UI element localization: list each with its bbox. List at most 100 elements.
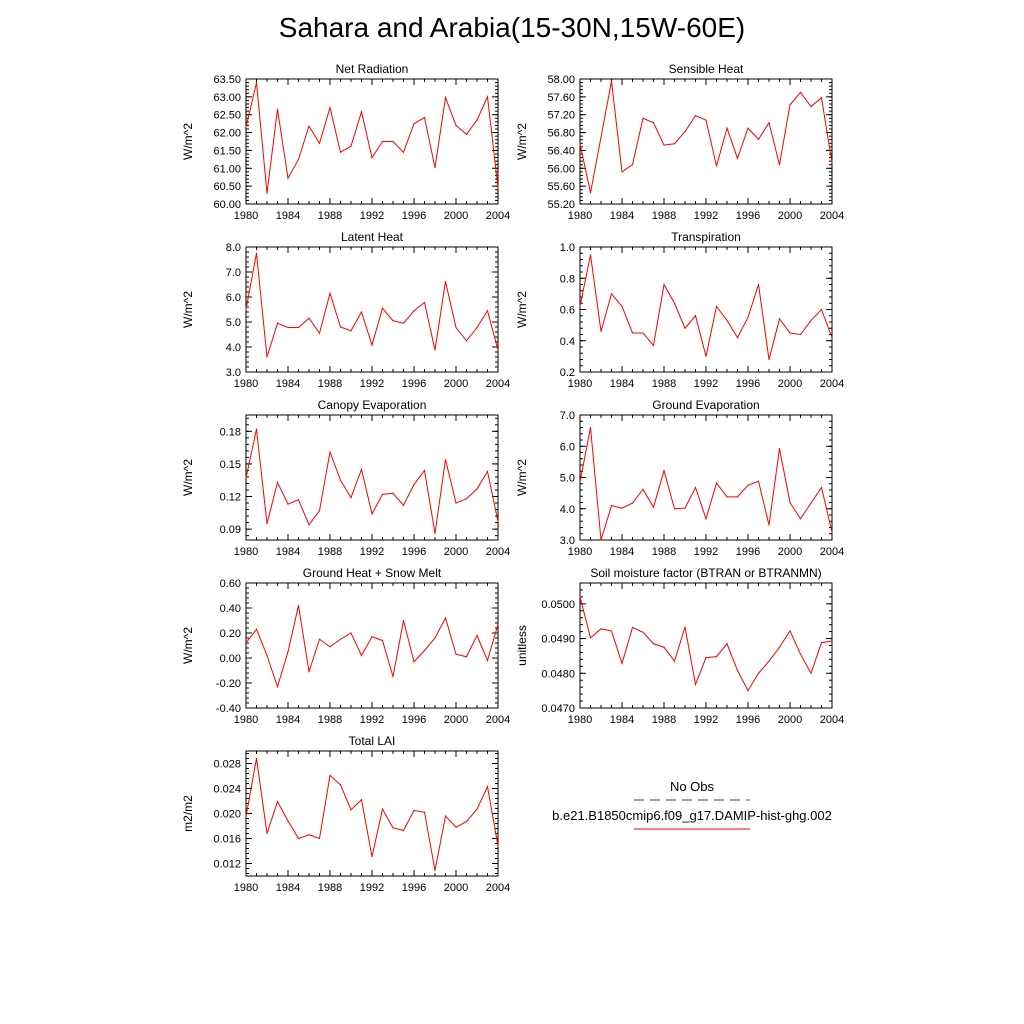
y-tick-label: 58.00 <box>547 74 575 86</box>
data-point <box>297 604 300 607</box>
data-point <box>381 493 384 495</box>
x-tick-label: 1984 <box>276 210 300 222</box>
data-point <box>402 619 405 622</box>
data-point <box>831 531 833 533</box>
x-tick-label: 2000 <box>444 714 468 726</box>
data-point <box>673 508 676 510</box>
data-point <box>726 127 728 129</box>
data-point <box>673 660 676 662</box>
data-point <box>465 821 468 823</box>
data-point <box>245 642 247 644</box>
data-point <box>434 637 436 639</box>
data-point <box>350 809 352 811</box>
x-tick-label: 1996 <box>736 210 760 222</box>
data-point <box>413 661 415 663</box>
data-point <box>497 520 499 523</box>
x-tick-label: 1988 <box>652 378 676 390</box>
series-line <box>245 605 499 689</box>
y-tick-label: 6.0 <box>226 292 241 304</box>
y-tick-label: 57.60 <box>547 92 575 104</box>
data-point <box>287 503 289 505</box>
x-tick-label: 1984 <box>276 546 300 558</box>
x-tick-label: 1996 <box>736 714 760 726</box>
data-point <box>360 468 363 470</box>
data-point <box>736 337 739 339</box>
data-point <box>444 815 447 817</box>
y-tick-label: 0.016 <box>213 834 241 846</box>
data-point <box>360 654 363 657</box>
chart-panel-4: Transpiration W/m^2 1980 1984 1988 1992 1996 20… <box>515 230 844 390</box>
x-tick-label: 2004 <box>486 210 510 222</box>
x-tick-label: 1988 <box>318 882 342 894</box>
data-point <box>810 672 812 674</box>
panel-title: Sensible Heat <box>669 62 744 76</box>
data-point <box>276 686 279 688</box>
data-point <box>318 510 321 512</box>
data-point <box>455 653 457 655</box>
data-point <box>768 122 770 124</box>
data-point <box>610 505 613 507</box>
y-tick-label: 0.15 <box>220 459 241 471</box>
data-point <box>339 638 342 640</box>
data-point <box>392 140 394 143</box>
panel-title: Canopy Evaporation <box>318 398 427 412</box>
y-tick-label: 55.20 <box>547 199 575 211</box>
data-point <box>402 504 405 506</box>
data-point <box>631 164 634 166</box>
x-tick-label: 2004 <box>486 882 510 894</box>
data-point <box>297 837 300 840</box>
data-point <box>402 151 405 153</box>
y-tick-label: 5.0 <box>226 317 241 329</box>
data-point <box>297 499 300 501</box>
data-point <box>621 305 623 307</box>
data-point <box>476 808 478 810</box>
data-point <box>778 646 781 648</box>
data-point <box>255 628 258 630</box>
y-tick-label: 60.50 <box>213 181 241 193</box>
data-point <box>726 319 728 322</box>
data-point <box>329 292 331 294</box>
data-point <box>820 97 823 99</box>
data-point <box>371 344 373 346</box>
data-point <box>371 156 373 159</box>
data-point <box>663 144 665 146</box>
x-tick-label: 1984 <box>610 714 634 726</box>
data-point <box>318 837 321 840</box>
data-point <box>476 119 478 121</box>
data-point <box>434 349 436 351</box>
data-point <box>789 104 791 106</box>
y-tick-label: 62.00 <box>213 128 241 140</box>
x-tick-label: 2004 <box>820 210 844 222</box>
plot-frame <box>245 246 499 373</box>
data-point <box>444 617 447 619</box>
data-point <box>673 302 676 304</box>
data-point <box>589 637 592 639</box>
data-point <box>245 477 247 479</box>
x-tick-label: 1984 <box>610 210 634 222</box>
chart-panel-6: Ground Evaporation W/m^2 1980 1984 1988 1992 1… <box>515 398 844 558</box>
data-point <box>371 636 373 638</box>
data-point <box>413 123 415 125</box>
data-point <box>413 809 415 811</box>
data-point <box>266 192 268 194</box>
x-tick-label: 1988 <box>652 714 676 726</box>
data-point <box>652 122 655 124</box>
data-point <box>276 481 279 483</box>
data-point <box>402 322 405 324</box>
data-point <box>308 317 310 319</box>
data-point <box>778 164 781 166</box>
data-point <box>579 143 581 145</box>
data-point <box>600 628 602 630</box>
data-point <box>652 344 655 347</box>
data-point <box>663 283 665 286</box>
data-point <box>694 683 697 685</box>
y-axis-label: m2/m2 <box>181 795 195 832</box>
data-point <box>705 518 707 520</box>
x-tick-label: 1992 <box>694 210 718 222</box>
data-point <box>245 308 247 311</box>
y-tick-label: 0.012 <box>213 859 241 871</box>
y-tick-label: -0.20 <box>216 678 241 690</box>
y-tick-label: 61.50 <box>213 145 241 157</box>
data-point <box>402 829 405 831</box>
